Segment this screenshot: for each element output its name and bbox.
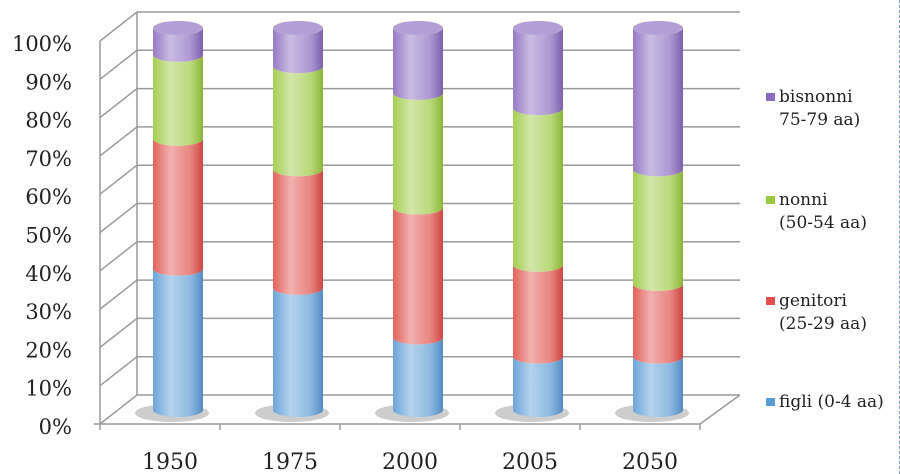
x-tick-label: 2000 (382, 450, 438, 474)
bars (135, 21, 689, 422)
side-gridline (99, 317, 138, 348)
y-tick-label: 90% (25, 70, 72, 94)
y-tick-label: 80% (25, 109, 72, 133)
bar-segment-nonni (392, 92, 443, 215)
bar-segment-nonni (273, 66, 323, 177)
bar-2005 (495, 21, 569, 422)
y-tick-label: 10% (25, 377, 72, 401)
side-gridline (99, 241, 138, 272)
bar-1950 (135, 21, 209, 422)
legend-swatch (766, 196, 775, 204)
bar-segment-genitori (513, 264, 563, 364)
bar-2000 (375, 21, 449, 422)
legend-swatch (766, 398, 775, 406)
side-gridline (99, 279, 138, 310)
bar-top-cap (273, 21, 323, 35)
x-axis-labels: 1950 1975 2000 2005 2050 (142, 450, 678, 474)
bar-segment-figli (513, 356, 563, 417)
legend-label: figli (0-4 aa) (779, 392, 884, 412)
bar-segment-bisnonni (392, 28, 443, 100)
y-tick-label: 50% (25, 224, 72, 248)
legend-item: bisnonni 75-79 aa) (766, 87, 860, 130)
bar-segment-bisnonni (273, 28, 323, 74)
bar-segment-nonni (633, 169, 683, 291)
bar-segment-figli (393, 337, 443, 417)
y-tick-label: 100% (12, 32, 72, 56)
legend: bisnonni 75-79 aa) nonni (50-54 aa) genitori… (766, 87, 884, 412)
bar-segment-figli (273, 287, 323, 417)
x-tick-label: 2050 (622, 450, 678, 474)
side-gridline (99, 126, 138, 157)
floor-edge (699, 394, 741, 425)
bar-top-cap (153, 21, 203, 35)
legend-swatch (766, 93, 775, 101)
bar-segment-genitori (392, 207, 443, 345)
legend-label: nonni (779, 190, 828, 210)
side-gridline (99, 356, 138, 387)
bar-top-cap (513, 21, 563, 35)
x-tick-label: 1950 (142, 450, 198, 474)
bar-top-cap (633, 21, 683, 35)
bar-segment-bisnonni (633, 28, 683, 177)
side-gridline (99, 49, 138, 80)
y-tick-label: 30% (25, 300, 72, 324)
x-tick-label: 2005 (502, 450, 558, 474)
legend-item: figli (0-4 aa) (766, 392, 884, 412)
y-tick-label: 20% (25, 338, 72, 362)
legend-item: genitori (25-29 aa) (766, 291, 867, 334)
bar-segment-figli (153, 268, 203, 417)
bar-segment-bisnonni (513, 28, 563, 116)
legend-item: nonni (50-54 aa) (766, 190, 867, 233)
bar-top-cap (393, 21, 443, 35)
bar-2050 (615, 21, 689, 422)
side-gridline (99, 11, 138, 42)
y-axis-ticks: 0% 10% 20% 30% 40% 50% 60% 70% 80% 90% 100% (12, 32, 72, 439)
x-tick-label: 1975 (262, 450, 318, 474)
legend-swatch (766, 297, 775, 305)
y-tick-label: 70% (25, 147, 72, 171)
side-gridline (99, 202, 138, 234)
legend-label: (25-29 aa) (779, 314, 867, 334)
bar-1975 (255, 21, 329, 422)
side-gridline (99, 394, 138, 425)
bar-segment-nonni (513, 108, 563, 272)
y-tick-label: 60% (25, 185, 72, 209)
legend-label: (50-54 aa) (779, 213, 867, 233)
side-gridline (99, 88, 138, 119)
y-tick-label: 40% (25, 262, 72, 286)
legend-label: bisnonni (779, 87, 853, 107)
y-tick-label: 0% (39, 415, 72, 439)
bar-segment-nonni (153, 54, 203, 146)
legend-label: 75-79 aa) (779, 110, 860, 130)
bar-segment-bisnonni (153, 28, 203, 62)
bar-segment-genitori (633, 283, 683, 364)
bar-segment-genitori (273, 169, 323, 295)
legend-label: genitori (779, 291, 848, 311)
side-gridline (99, 164, 138, 195)
bar-segment-genitori (153, 138, 203, 276)
bar-segment-figli (633, 356, 683, 417)
